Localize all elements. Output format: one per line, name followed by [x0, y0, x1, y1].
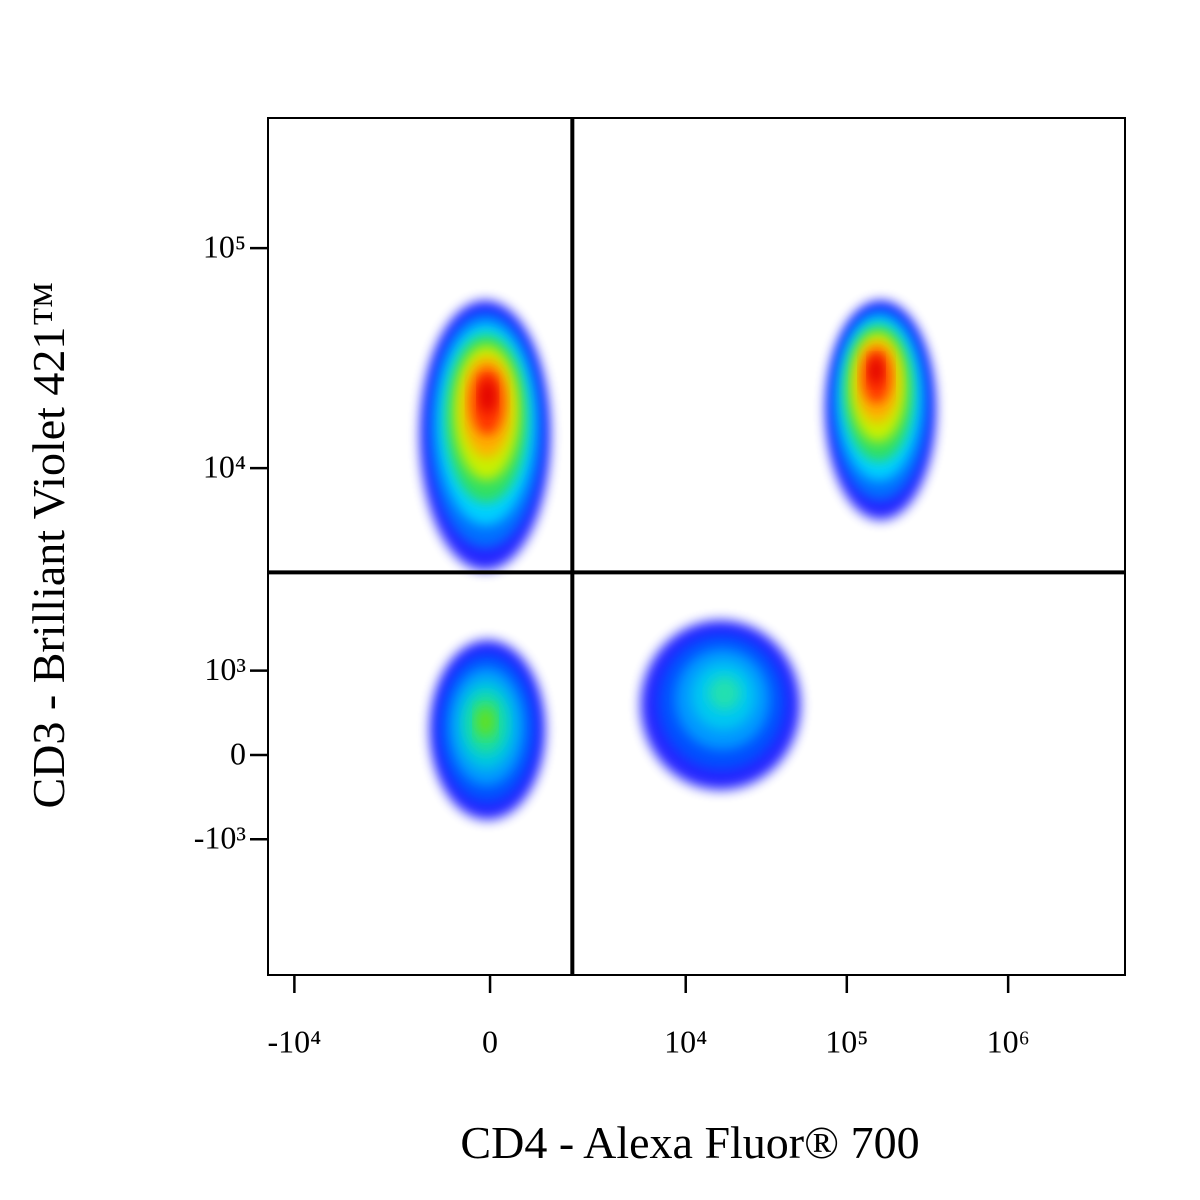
density-level [708, 676, 741, 711]
y-tick-label: 10³ [204, 651, 246, 687]
x-tick-label: 10⁴ [664, 1023, 707, 1059]
x-tick-label: 10⁶ [987, 1023, 1030, 1059]
x-axis-label: CD4 - Alexa Fluor® 700 [460, 1117, 919, 1168]
density-level [479, 379, 496, 413]
density-level [475, 706, 496, 737]
y-tick-label: 0 [230, 735, 246, 771]
x-tick-label: 0 [482, 1023, 498, 1059]
density-level [869, 356, 883, 385]
y-tick-label: 10⁵ [203, 229, 246, 265]
plot-area [419, 300, 936, 820]
x-tick-label: -10⁴ [267, 1023, 321, 1059]
y-tick-label: 10⁴ [203, 449, 246, 485]
x-tick-label: 10⁵ [825, 1023, 868, 1059]
plot-frame [267, 117, 1126, 976]
y-axis-label: CD3 - Brilliant Violet 421™ [23, 281, 74, 808]
y-tick-label: -10³ [194, 820, 246, 856]
